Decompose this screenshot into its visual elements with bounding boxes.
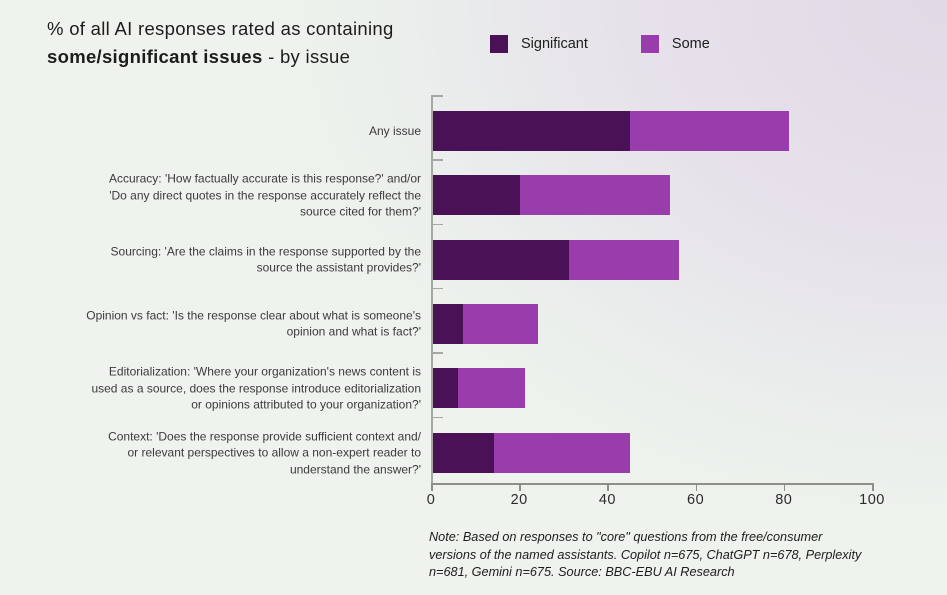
chart-title-rest: - by issue (262, 46, 351, 67)
x-axis-tick-label: 20 (510, 492, 528, 508)
category-tick-mark (431, 223, 443, 226)
category-tick-mark (431, 95, 443, 97)
category-label: Accuracy: 'How factually accurate is thi… (108, 171, 421, 219)
x-axis-line (431, 483, 873, 485)
chart-row: Opinion vs fact: 'Is the response clear … (0, 287, 947, 352)
stacked-bar (432, 303, 538, 344)
legend-swatch-icon (640, 35, 659, 53)
category-label: Editorialization: 'Where your organizati… (91, 364, 421, 412)
x-axis-tick-label: 60 (687, 492, 705, 508)
legend-item-significant: Significant (490, 35, 588, 53)
chart-row: Sourcing: 'Are the claims in the respons… (0, 223, 947, 288)
x-axis-tick-label: 80 (775, 492, 793, 508)
bar-segment-significant (432, 111, 631, 151)
category-tick-mark (431, 416, 443, 419)
stacked-bar (432, 175, 671, 216)
bar-segment-significant (432, 239, 569, 280)
stacked-bar (432, 111, 790, 151)
x-axis-tick-label: 100 (859, 492, 885, 508)
x-axis-tick-label: 40 (598, 492, 616, 508)
legend-swatch-icon (490, 35, 508, 53)
bar-segment-significant (432, 175, 521, 216)
chart-row: Context: 'Does the response provide suff… (0, 416, 947, 481)
bar-segment-significant (432, 432, 494, 473)
stacked-bar (432, 368, 525, 409)
x-axis-tick (783, 483, 786, 491)
chart-title: % of all AI responses rated as containin… (47, 15, 394, 71)
bar-segment-some (630, 111, 790, 151)
chart-row: Any issue (0, 95, 947, 159)
chart-title-line2: some/significant issues - by issue (47, 43, 394, 71)
bar-segment-some (568, 239, 679, 280)
bar-segment-some (493, 432, 631, 473)
x-axis-tick-label: 0 (426, 492, 436, 508)
category-label: Opinion vs fact: 'Is the response clear … (86, 308, 421, 339)
bar-segment-significant (432, 368, 459, 409)
bar-segment-some (462, 303, 538, 344)
x-axis-tick (519, 483, 521, 491)
y-axis-line (431, 95, 433, 484)
chart-row: Editorialization: 'Where your organizati… (0, 352, 947, 416)
x-axis-tick (431, 483, 433, 491)
category-tick-mark (431, 287, 443, 290)
chart-rows: Any issue Accuracy: 'How factually accura… (0, 95, 947, 481)
bar-segment-some (520, 175, 671, 216)
legend-label: Significant (521, 36, 588, 52)
x-axis-tick (872, 483, 874, 491)
bar-segment-significant (432, 303, 463, 344)
legend-item-some: Some (640, 35, 710, 53)
bar-segment-some (458, 368, 525, 409)
category-label: Sourcing: 'Are the claims in the respons… (110, 244, 421, 275)
category-tick-mark (431, 352, 443, 354)
category-tick-mark (431, 159, 443, 161)
legend-label: Some (671, 36, 710, 52)
x-axis-tick (695, 483, 698, 491)
legend: Significant Some (490, 35, 710, 53)
stacked-bar (432, 432, 631, 473)
x-axis-tick (607, 483, 609, 491)
category-label: Any issue (368, 123, 421, 138)
chart-title-bold: some/significant issues (47, 46, 263, 67)
chart-note: Note: Based on responses to "core" quest… (429, 530, 862, 579)
chart-row: Accuracy: 'How factually accurate is thi… (0, 159, 947, 223)
category-label: Context: 'Does the response provide suff… (108, 428, 421, 476)
chart-title-line1: % of all AI responses rated as containin… (47, 18, 394, 39)
stacked-bar (432, 239, 679, 280)
